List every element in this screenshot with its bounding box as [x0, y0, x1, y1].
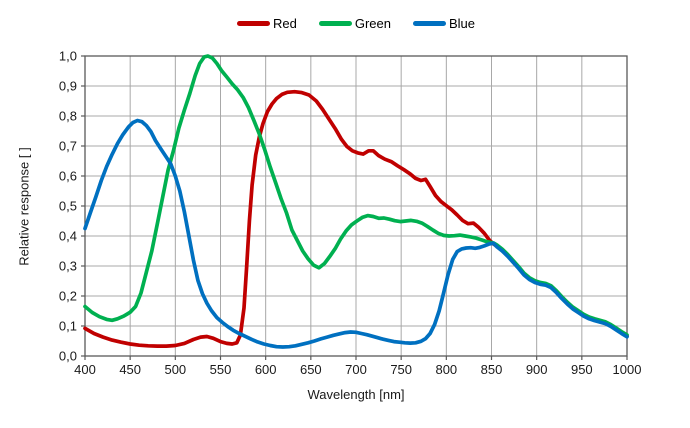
y-tick-label: 0,4 [59, 229, 77, 244]
x-tick-label: 700 [345, 362, 367, 377]
green-line-swatch-icon [318, 20, 352, 26]
legend-label-green: Green [354, 15, 391, 31]
y-tick-label: 0,3 [59, 259, 77, 274]
y-axis-title: Relative response [ ] [16, 147, 32, 266]
red-line-swatch-icon [236, 20, 270, 26]
y-tick-label: 0,6 [59, 169, 77, 184]
y-tick-label: 0,5 [59, 199, 77, 214]
blue-line-swatch-icon [412, 20, 446, 26]
x-tick-label: 800 [435, 362, 457, 377]
x-tick-label: 850 [481, 362, 503, 377]
x-tick-label: 600 [255, 362, 277, 377]
legend-label-red: Red [272, 15, 297, 31]
y-tick-label: 0,7 [59, 139, 77, 154]
x-tick-label: 550 [210, 362, 232, 377]
x-axis-title: Wavelength [nm] [307, 387, 405, 402]
x-tick-label: 1000 [613, 362, 642, 377]
x-tick-label: 950 [571, 362, 593, 377]
y-tick-label: 0,2 [59, 289, 77, 304]
legend-item-green: Green [318, 15, 391, 31]
x-tick-label: 400 [74, 362, 96, 377]
y-tick-label: 0,0 [59, 349, 77, 364]
x-tick-label: 500 [164, 362, 186, 377]
x-tick-label: 750 [390, 362, 412, 377]
legend: Red Green Blue [85, 13, 627, 33]
legend-item-red: Red [236, 15, 297, 31]
y-tick-label: 0,9 [59, 79, 77, 94]
series-line-blue [83, 118, 629, 349]
x-tick-label: 450 [119, 362, 141, 377]
plot-border [84, 55, 628, 357]
x-tick-label: 900 [526, 362, 548, 377]
x-tick-label: 650 [300, 362, 322, 377]
y-tick-label: 1,0 [59, 49, 77, 64]
legend-item-blue: Blue [412, 15, 476, 31]
y-tick-label: 0,1 [59, 319, 77, 334]
legend-label-blue: Blue [448, 15, 476, 31]
y-tick-label: 0,8 [59, 109, 77, 124]
